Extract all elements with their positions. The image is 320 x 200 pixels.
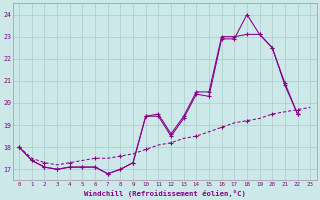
- X-axis label: Windchill (Refroidissement éolien,°C): Windchill (Refroidissement éolien,°C): [84, 190, 246, 197]
